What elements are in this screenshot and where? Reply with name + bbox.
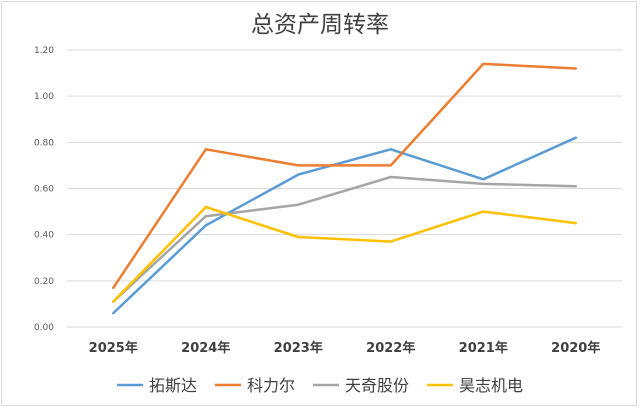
x-tick-label: 2022年 xyxy=(366,340,415,356)
legend-label-2: 天奇股份 xyxy=(345,376,409,395)
x-tick-label: 2023年 xyxy=(274,340,323,356)
y-tick-label: 1.20 xyxy=(34,46,54,56)
y-axis-tick-labels: 0.00 0.20 0.40 0.60 0.80 1.00 1.20 xyxy=(34,46,54,333)
gridlines xyxy=(67,49,622,328)
legend: 拓斯达 科力尔 天奇股份 昊志机电 xyxy=(117,376,523,395)
x-tick-label: 2024年 xyxy=(181,340,230,356)
y-tick-label: 0.00 xyxy=(34,323,54,333)
y-tick-label: 0.40 xyxy=(34,231,54,241)
y-tick-label: 0.20 xyxy=(34,277,54,287)
x-tick-label: 2025年 xyxy=(89,340,138,356)
y-tick-label: 1.00 xyxy=(34,92,54,102)
x-axis-tick-labels: 2025年 2024年 2023年 2022年 2021年 2020年 xyxy=(89,340,601,356)
x-tick-label: 2020年 xyxy=(551,340,600,356)
series-line-1 xyxy=(112,62,578,290)
series-line-0 xyxy=(112,136,578,315)
y-tick-label: 0.80 xyxy=(34,138,54,148)
x-tick-label: 2021年 xyxy=(459,340,508,356)
series-line-2 xyxy=(112,175,578,303)
series-line-3 xyxy=(112,205,578,303)
legend-label-3: 昊志机电 xyxy=(459,376,523,395)
y-tick-label: 0.60 xyxy=(34,185,54,195)
legend-label-0: 拓斯达 xyxy=(149,376,197,395)
legend-label-1: 科力尔 xyxy=(247,376,295,395)
series-lines xyxy=(112,62,578,315)
chart-title: 总资产周转率 xyxy=(251,12,389,38)
